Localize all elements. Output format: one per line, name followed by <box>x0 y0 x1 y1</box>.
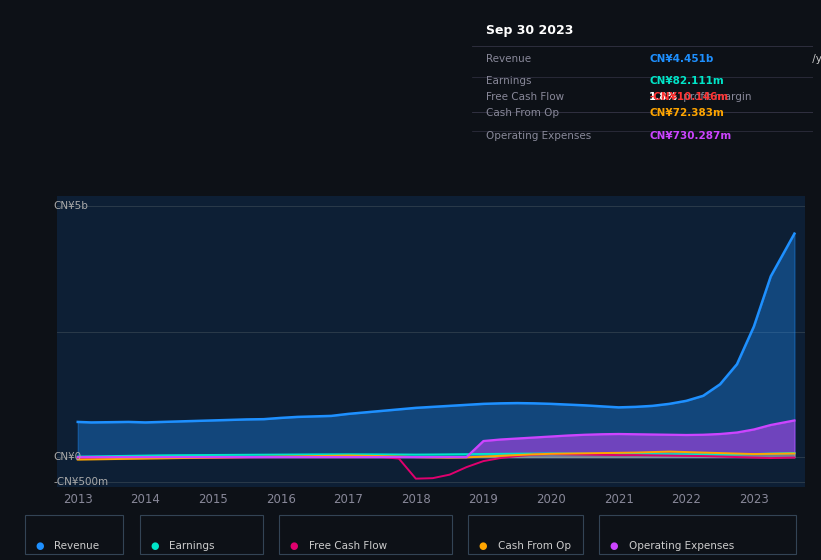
Text: ●: ● <box>35 541 44 551</box>
Text: Sep 30 2023: Sep 30 2023 <box>486 24 573 37</box>
Text: CN¥730.287m: CN¥730.287m <box>649 130 732 141</box>
Text: CN¥82.111m: CN¥82.111m <box>649 76 724 86</box>
Text: Operating Expenses: Operating Expenses <box>486 130 591 141</box>
Text: Cash From Op: Cash From Op <box>486 108 559 118</box>
Text: Cash From Op: Cash From Op <box>498 541 571 551</box>
Text: CN¥72.383m: CN¥72.383m <box>649 108 724 118</box>
Text: ●: ● <box>610 541 618 551</box>
Text: Earnings: Earnings <box>169 541 214 551</box>
Text: /yr: /yr <box>809 54 821 64</box>
Text: CN¥4.451b: CN¥4.451b <box>649 54 713 64</box>
Text: Free Cash Flow: Free Cash Flow <box>486 92 564 102</box>
Text: ●: ● <box>479 541 487 551</box>
Text: Revenue: Revenue <box>486 54 531 64</box>
Text: -CN¥500m: -CN¥500m <box>53 477 108 487</box>
Text: ●: ● <box>150 541 158 551</box>
Text: CN¥5b: CN¥5b <box>53 201 88 211</box>
Text: Free Cash Flow: Free Cash Flow <box>309 541 387 551</box>
Text: Revenue: Revenue <box>54 541 99 551</box>
Text: ●: ● <box>290 541 298 551</box>
Text: 1.8%: 1.8% <box>649 92 678 102</box>
Text: profit margin: profit margin <box>680 92 751 102</box>
Text: Earnings: Earnings <box>486 76 531 86</box>
Text: Operating Expenses: Operating Expenses <box>629 541 734 551</box>
Text: CN¥0: CN¥0 <box>53 452 81 462</box>
Text: -CN¥10.146m: -CN¥10.146m <box>649 92 728 102</box>
